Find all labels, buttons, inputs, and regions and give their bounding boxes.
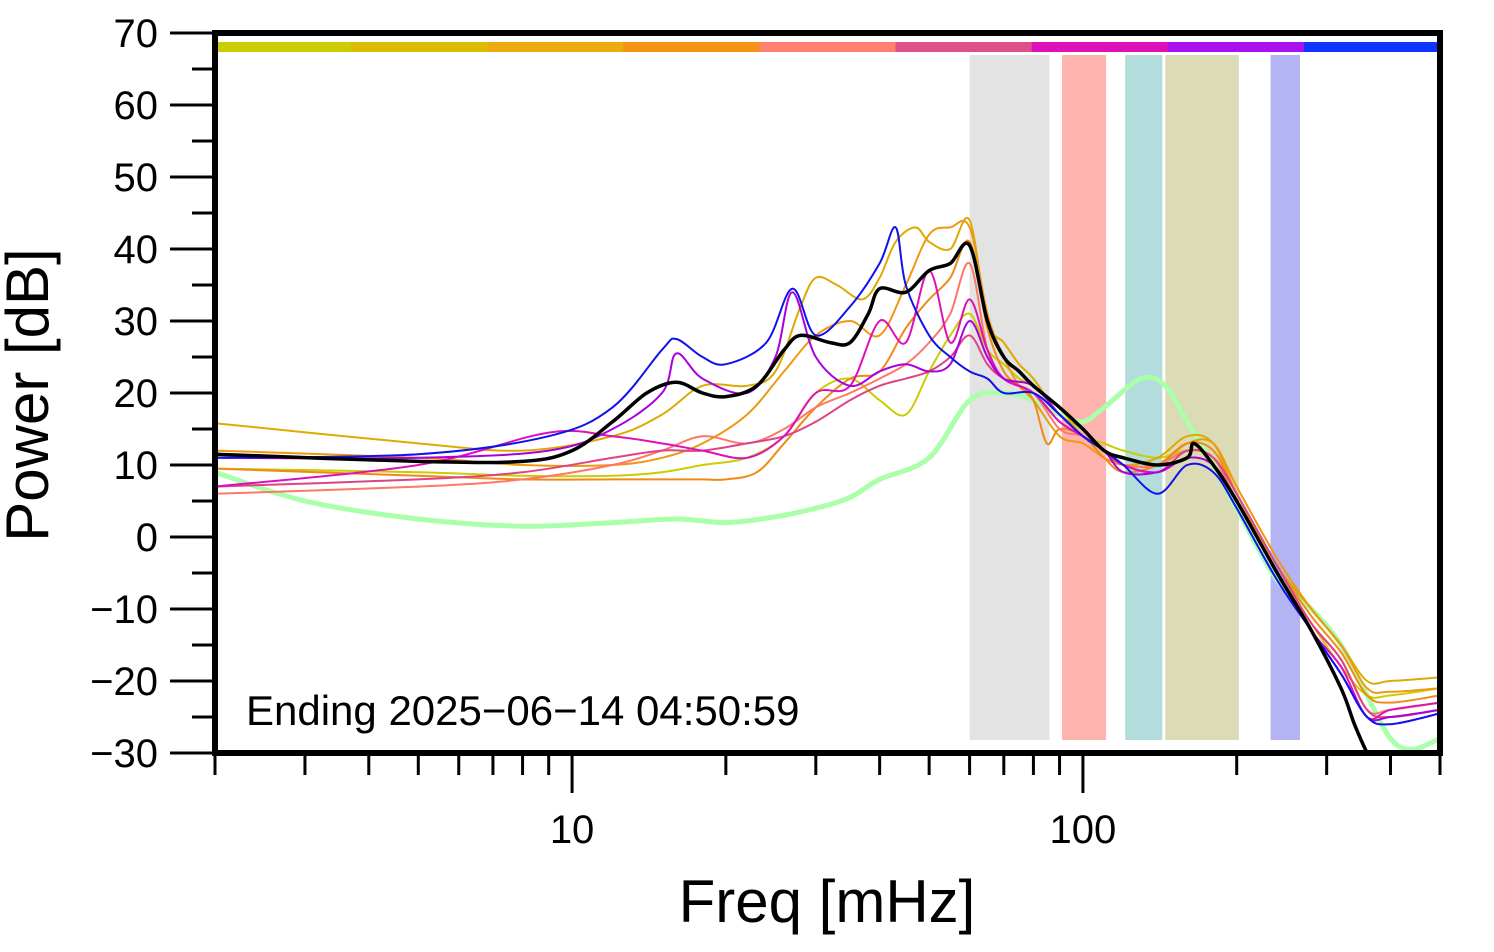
color-bar-segment (1167, 42, 1305, 52)
band-4 (1270, 55, 1300, 740)
band-0 (969, 55, 1050, 740)
y-tick-label: 60 (114, 84, 159, 128)
y-tick-label: −20 (90, 660, 158, 704)
frequency-bands (969, 55, 1300, 740)
band-2 (1125, 55, 1163, 740)
y-tick-label: 70 (114, 12, 159, 56)
color-bar-segment (215, 42, 352, 52)
y-axis: −30 −20 −10 0 10 20 30 40 50 60 70 (90, 12, 215, 776)
series-line-2 (215, 216, 1440, 685)
color-bar-segment (895, 42, 1033, 52)
annotation: Ending 2025−06−14 04:50:59 (246, 687, 800, 734)
y-tick-label: 40 (114, 228, 159, 272)
series-line-10 (215, 241, 1370, 753)
band-3 (1165, 55, 1239, 740)
x-tick-label: 10 (550, 808, 595, 852)
color-bar-segment (1031, 42, 1169, 52)
color-bar-segment (623, 42, 760, 52)
y-tick-label: −30 (90, 732, 158, 776)
series-lines (215, 216, 1440, 753)
series-line-6 (215, 334, 1440, 719)
series-line-3 (215, 219, 1440, 694)
series-line-7 (215, 269, 1440, 721)
y-axis-title: Power [dB] (0, 248, 61, 541)
color-bar-segment (351, 42, 488, 52)
series-line-9 (215, 226, 1440, 726)
x-axis-title: Freq [mHz] (679, 868, 976, 935)
y-tick-label: 10 (114, 444, 159, 488)
color-bar (215, 42, 1441, 52)
y-tick-label: 20 (114, 372, 159, 416)
y-tick-label: 0 (136, 516, 158, 560)
y-tick-label: 30 (114, 300, 159, 344)
color-bar-segment (1303, 42, 1441, 52)
band-1 (1062, 55, 1107, 740)
plot-frame (212, 30, 1443, 756)
y-tick-label: −10 (90, 588, 158, 632)
color-bar-segment (759, 42, 897, 52)
x-axis: 10 100 (213, 753, 1442, 852)
y-tick-label: 50 (114, 156, 159, 200)
color-bar-segment (487, 42, 624, 52)
x-tick-label: 100 (1050, 808, 1117, 852)
